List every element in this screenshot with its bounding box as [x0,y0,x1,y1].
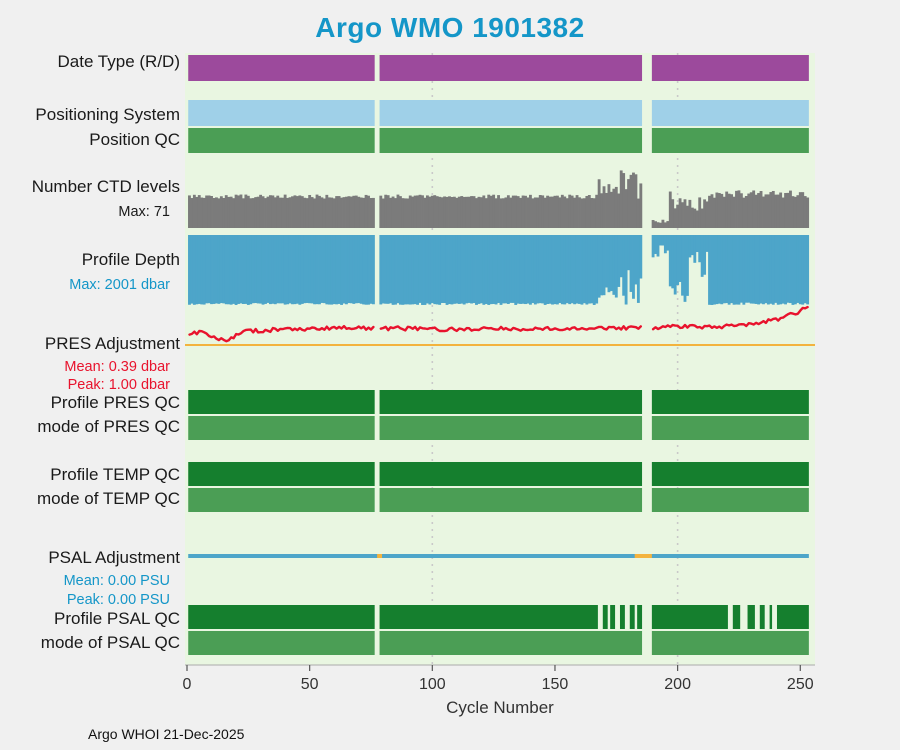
track-label-mode-psal-qc: mode of PSAL QC [40,633,180,652]
track-profile-psal-qc [188,605,809,629]
track-label-position-qc: Position QC [89,130,180,149]
track-label-psal-adjustment: PSAL Adjustment [48,548,180,567]
track-label-ctd-levels: Number CTD levels [31,177,180,196]
track-label-date-type: Date Type (R/D) [57,52,180,71]
track-profile-temp-qc [188,462,809,486]
track-label-mode-temp-qc: mode of TEMP QC [37,489,180,508]
track-date-type [188,55,809,81]
track-positioning-system [188,100,809,126]
page-title: Argo WMO 1901382 [315,12,585,43]
x-axis-title: Cycle Number [446,698,554,717]
track-label-pres-adjustment: PRES Adjustment [44,334,180,353]
track-ctd-levels [188,170,810,228]
track-label-profile-pres-qc: Profile PRES QC [50,393,180,412]
chart-canvas [185,53,815,671]
x-tick-label-150: 150 [541,676,569,693]
x-tick-label-250: 250 [786,676,814,693]
track-label-column: Date Type (R/D) Positioning System Positio… [0,0,185,750]
x-tick-label-100: 100 [418,676,446,693]
x-tick-label-50: 50 [300,676,319,693]
track-profile-pres-qc [188,390,809,414]
track-sublabel-psal-adjustment-1: Peak: 0.00 PSU [66,592,170,608]
x-tick-label-0: 0 [182,676,192,693]
track-label-profile-psal-qc: Profile PSAL QC [54,609,180,628]
track-label-profile-depth: Profile Depth [81,250,180,269]
track-label-mode-pres-qc: mode of PRES QC [37,417,180,436]
track-mode-psal-qc [188,631,809,655]
track-label-positioning-system: Positioning System [35,105,180,124]
track-label-profile-temp-qc: Profile TEMP QC [50,465,180,484]
track-pres-adjustment [185,305,815,346]
track-sublabel-profile-depth-0: Max: 2001 dbar [69,277,170,293]
x-tick-label-200: 200 [664,676,691,693]
track-sublabel-psal-adjustment-0: Mean: 0.00 PSU [63,573,170,589]
track-position-qc [188,128,809,153]
plot-background [185,53,815,665]
track-mode-pres-qc [188,416,809,440]
track-mode-temp-qc [188,488,809,512]
track-sublabel-pres-adjustment-0: Mean: 0.39 dbar [64,359,170,375]
footer-credit: Argo WHOI 21-Dec-2025 [88,726,245,742]
track-sublabel-ctd-levels-0: Max: 71 [118,204,170,220]
track-sublabel-pres-adjustment-1: Peak: 1.00 dbar [67,377,170,393]
track-psal-adjustment [188,554,809,558]
track-profile-depth [188,235,810,305]
